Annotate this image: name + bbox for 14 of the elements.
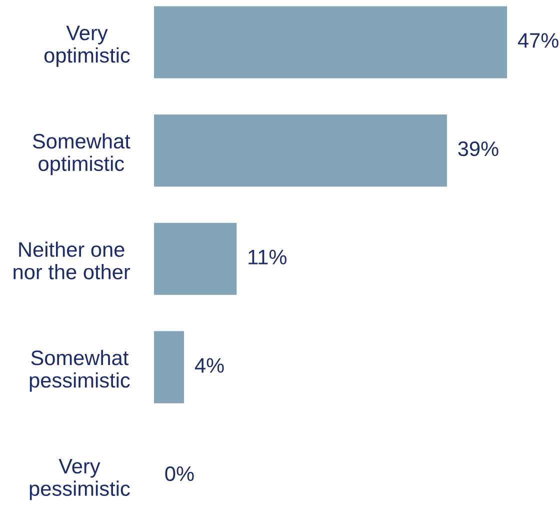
data-label: 39% <box>458 141 498 156</box>
bar <box>154 222 237 295</box>
y-tick-label: Somewhat optimistic <box>32 133 130 176</box>
data-label: 11% <box>248 250 286 264</box>
bar <box>154 331 184 404</box>
bar <box>154 114 447 187</box>
y-tick-label: Very optimistic <box>44 26 130 67</box>
data-label: 0% <box>165 466 194 482</box>
bar <box>154 6 508 78</box>
y-tick-label: Very pessimistic <box>30 459 130 500</box>
y-tick-label: Neither one nor the other <box>14 242 130 280</box>
data-label: 47% <box>518 33 558 48</box>
y-tick-label: Somewhat pessimistic <box>30 350 130 392</box>
data-label: 4% <box>194 358 224 373</box>
